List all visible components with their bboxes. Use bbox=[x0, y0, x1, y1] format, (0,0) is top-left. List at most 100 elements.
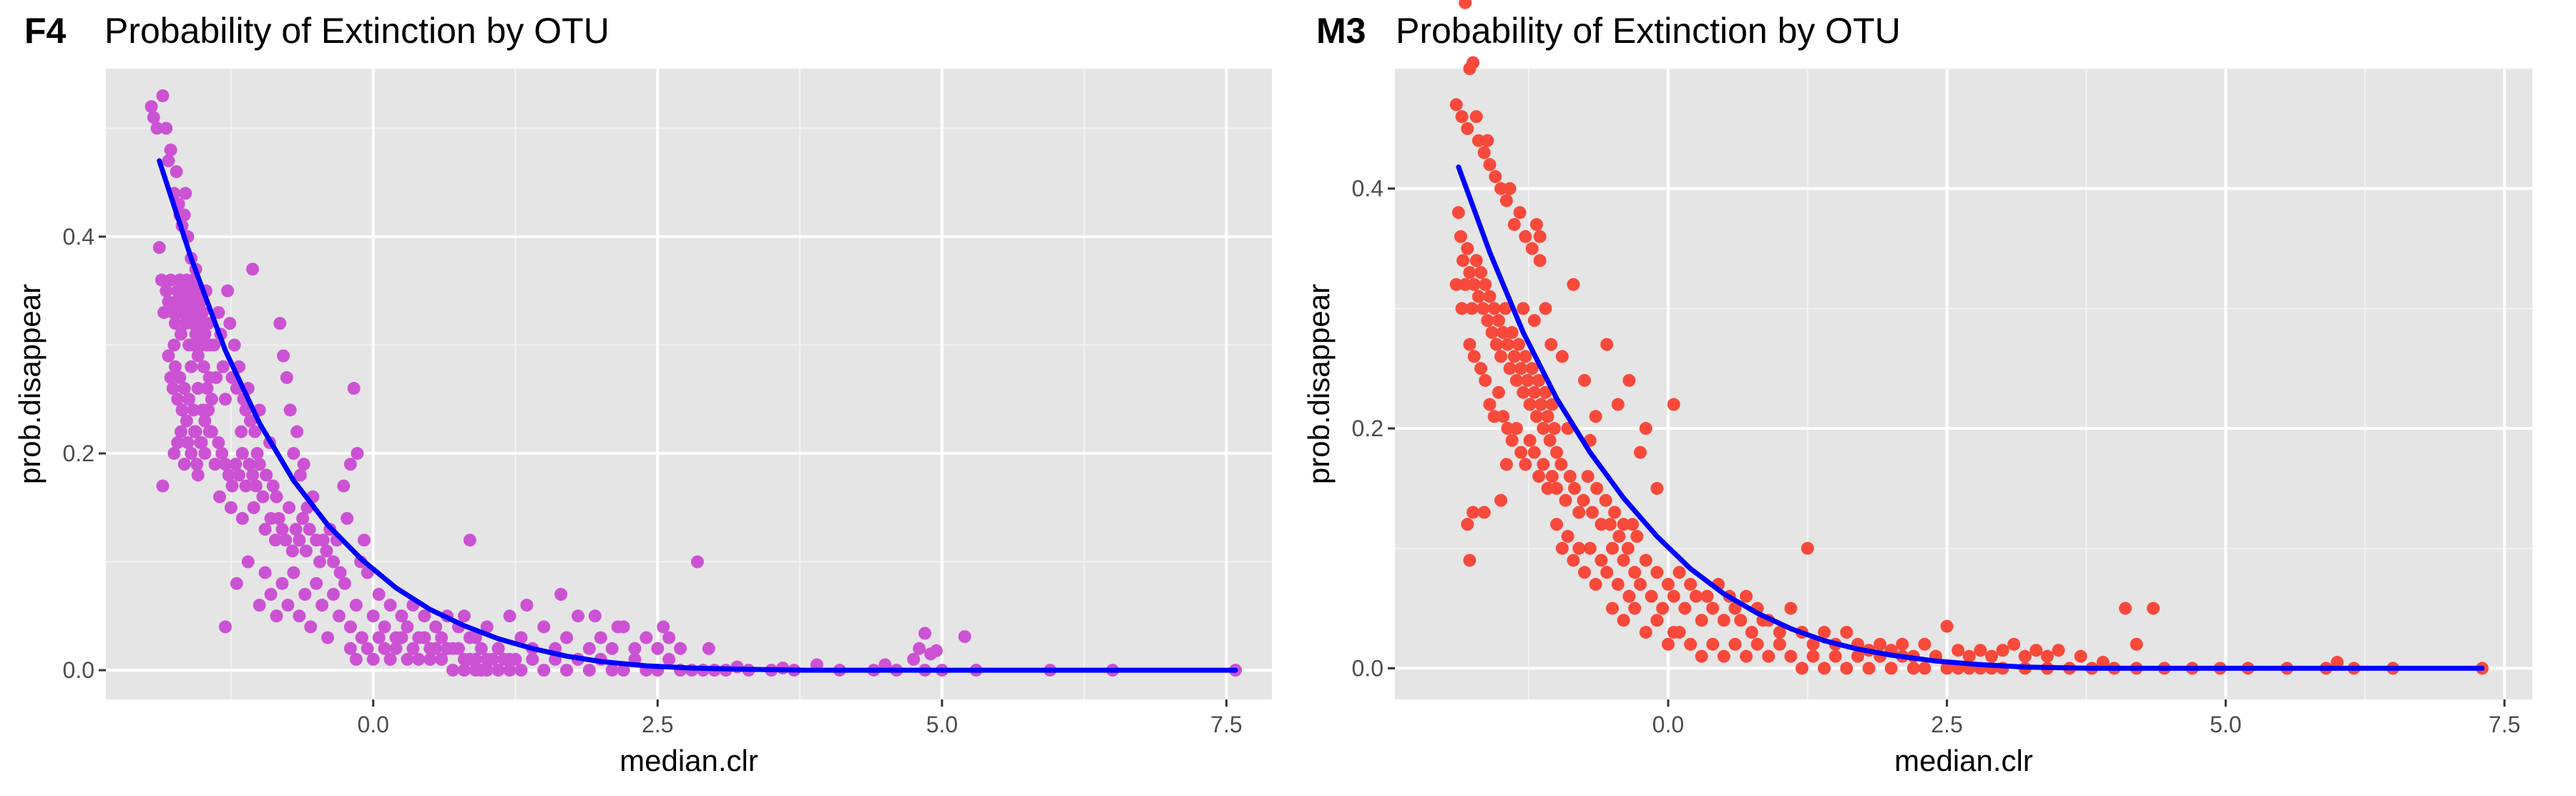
data-point bbox=[177, 208, 191, 222]
data-point bbox=[1884, 662, 1898, 675]
data-point bbox=[1494, 350, 1508, 363]
x-tick-label: 0.0 bbox=[357, 712, 388, 737]
data-point bbox=[1550, 481, 1564, 495]
data-point bbox=[281, 599, 295, 612]
data-point bbox=[1494, 493, 1508, 507]
data-point bbox=[205, 393, 218, 406]
data-point bbox=[248, 425, 262, 438]
y-tick-label: 0.0 bbox=[1352, 655, 1384, 681]
data-point bbox=[1465, 302, 1479, 315]
data-point bbox=[180, 273, 193, 287]
y-tick-label: 0.0 bbox=[63, 657, 94, 683]
chart-title: Probability of Extinction by OTU bbox=[104, 11, 609, 51]
data-point bbox=[195, 436, 208, 449]
data-point bbox=[198, 414, 212, 428]
data-point bbox=[351, 446, 364, 460]
data-point bbox=[1700, 589, 1714, 603]
data-point bbox=[1784, 601, 1798, 615]
data-point bbox=[223, 317, 237, 330]
data-point bbox=[304, 620, 318, 634]
data-point bbox=[1537, 458, 1550, 471]
data-point bbox=[1828, 649, 1842, 663]
data-point bbox=[315, 599, 329, 612]
data-point bbox=[1559, 493, 1572, 507]
data-point bbox=[1537, 422, 1550, 436]
data-point bbox=[1734, 614, 1748, 627]
data-point bbox=[1523, 398, 1537, 411]
data-point bbox=[1499, 302, 1512, 315]
data-point bbox=[907, 652, 921, 666]
data-point bbox=[250, 446, 264, 460]
data-point bbox=[1514, 446, 1528, 459]
data-point bbox=[1550, 518, 1564, 531]
data-point bbox=[1918, 662, 1931, 675]
data-point bbox=[1467, 350, 1481, 363]
data-point bbox=[1628, 601, 1642, 615]
data-point bbox=[929, 644, 943, 657]
panel-f4: F4 Probability of Extinction by OTU 0.0 2.5… bbox=[13, 11, 1272, 777]
data-point bbox=[571, 609, 584, 623]
data-point bbox=[1621, 541, 1635, 555]
data-point bbox=[1483, 290, 1497, 303]
data-point bbox=[395, 609, 408, 623]
data-point bbox=[537, 620, 551, 634]
data-point bbox=[196, 305, 210, 319]
data-point bbox=[651, 642, 665, 655]
data-point bbox=[191, 349, 205, 363]
data-point bbox=[1479, 373, 1492, 387]
data-point bbox=[463, 534, 476, 547]
data-point bbox=[287, 446, 300, 460]
data-point bbox=[1581, 470, 1595, 483]
data-point bbox=[235, 425, 248, 438]
data-point bbox=[361, 642, 374, 655]
data-point bbox=[383, 652, 397, 666]
x-tick-label: 7.5 bbox=[1210, 712, 1242, 737]
data-point bbox=[247, 501, 260, 514]
data-point bbox=[2130, 637, 2143, 651]
data-point bbox=[401, 620, 414, 634]
data-point bbox=[285, 544, 299, 558]
data-point bbox=[1497, 325, 1510, 339]
data-point bbox=[401, 652, 414, 666]
data-point bbox=[1650, 481, 1664, 495]
data-point bbox=[451, 642, 465, 655]
data-point bbox=[239, 403, 253, 417]
data-point bbox=[1503, 362, 1517, 375]
data-point bbox=[258, 523, 272, 536]
data-point bbox=[1477, 146, 1491, 159]
data-point bbox=[1467, 277, 1481, 291]
x-tick-label: 5.0 bbox=[2210, 712, 2241, 737]
data-point bbox=[1617, 518, 1630, 531]
data-point bbox=[1940, 619, 1954, 633]
data-point bbox=[275, 576, 289, 590]
data-point bbox=[205, 425, 218, 438]
data-point bbox=[296, 511, 310, 525]
data-point bbox=[1717, 649, 1730, 663]
data-point bbox=[177, 382, 191, 395]
data-point bbox=[1507, 350, 1521, 363]
data-point bbox=[333, 609, 346, 623]
data-point bbox=[1567, 554, 1580, 567]
data-point bbox=[560, 664, 574, 677]
data-point bbox=[243, 458, 256, 471]
data-point bbox=[355, 631, 368, 644]
data-point bbox=[1461, 518, 1474, 531]
data-point bbox=[690, 555, 704, 569]
data-point bbox=[280, 370, 293, 384]
data-point bbox=[357, 534, 371, 547]
data-point bbox=[1527, 385, 1541, 399]
data-point bbox=[474, 664, 488, 677]
data-point bbox=[283, 501, 296, 514]
data-point bbox=[1940, 662, 1954, 675]
data-point bbox=[256, 490, 270, 503]
data-point bbox=[1611, 578, 1625, 591]
data-point bbox=[1840, 626, 1853, 639]
data-point bbox=[171, 436, 185, 449]
data-point bbox=[537, 664, 551, 677]
data-point bbox=[1717, 614, 1730, 627]
data-point bbox=[188, 425, 202, 438]
data-point bbox=[1617, 614, 1630, 627]
data-point bbox=[179, 187, 192, 200]
data-point bbox=[249, 479, 263, 493]
data-point bbox=[1550, 446, 1564, 459]
